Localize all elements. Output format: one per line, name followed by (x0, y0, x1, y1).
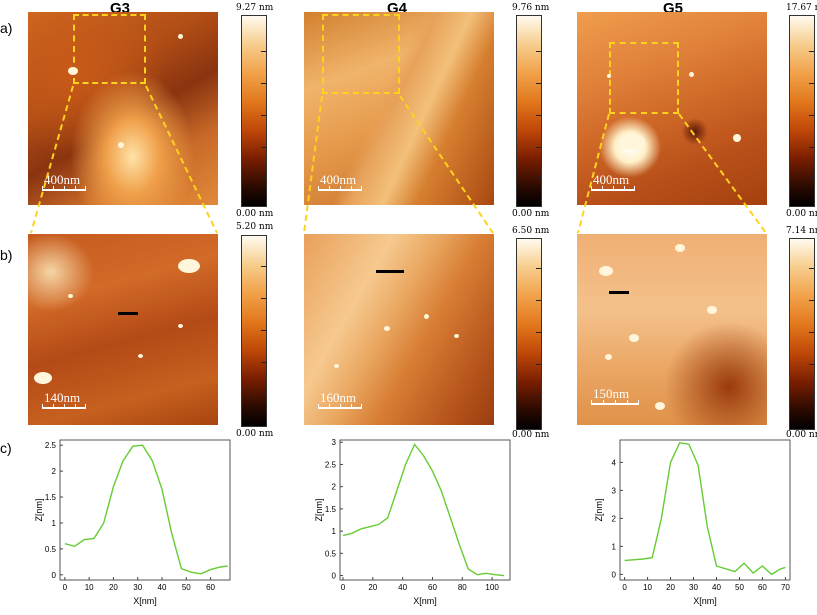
height-profile-chart-g4: 0 20 40 60 80 100 0 0.5 1 1.5 2 2.5 3 X[nm] Z[nm] (314, 438, 511, 606)
colorbar-min-g3-a: 0.00 nm (236, 209, 274, 219)
colorbar-max-g3-a: 9.27 nm (236, 3, 274, 13)
x-tick-label: 70 (781, 583, 790, 592)
x-tick-label: 20 (368, 583, 377, 592)
zoom-box-g4 (322, 14, 400, 94)
y-tick-label: 2.5 (45, 441, 57, 450)
colorbar-min-g4-b: 0.00 nm (512, 430, 550, 440)
x-axis-label: X[nm] (413, 596, 437, 606)
y-tick-label: 3 (332, 438, 337, 447)
y-tick-label: 4 (612, 458, 617, 467)
y-tick-label: 0.5 (45, 545, 57, 554)
x-tick-label: 30 (689, 583, 698, 592)
colorbar-max-g3-b: 5.20 nm (236, 222, 274, 232)
x-tick-label: 80 (458, 583, 467, 592)
colorbar-min-g4-a: 0.00 nm (512, 209, 550, 219)
afm-image-g3-a: 400nm (28, 12, 218, 205)
x-tick-label: 60 (206, 583, 215, 592)
x-tick-label: 20 (109, 583, 118, 592)
x-tick-label: 50 (182, 583, 191, 592)
y-tick-label: 2 (52, 467, 57, 476)
x-tick-label: 50 (735, 583, 744, 592)
zoom-box-g5 (609, 42, 679, 114)
profile-line (64, 444, 228, 575)
y-axis-label: Z[nm] (314, 498, 324, 521)
colorbar-g4-b (516, 238, 542, 430)
x-tick-label: 40 (158, 583, 167, 592)
y-tick-label: 0.5 (325, 549, 337, 558)
x-tick-label: 0 (341, 583, 346, 592)
x-tick-label: 100 (485, 583, 499, 592)
afm-image-g3-b: 140nm (28, 234, 218, 425)
y-tick-label: 0 (52, 571, 57, 580)
afm-image-g5-b: 150nm (577, 234, 767, 425)
colorbar-g3-b (241, 235, 267, 427)
profile-line (342, 443, 505, 577)
x-tick-label: 30 (133, 583, 142, 592)
y-tick-label: 2 (612, 514, 617, 523)
afm-image-g4-b: 160nm (304, 234, 494, 425)
zoom-box-g3 (73, 14, 146, 84)
colorbar-max-g5-b: 7.14 nm (786, 226, 817, 236)
y-tick-label: 2 (332, 483, 337, 492)
colorbar-g3-a (241, 15, 267, 207)
x-tick-label: 0 (63, 583, 68, 592)
height-profile-chart-g5: 0 10 20 30 40 50 60 70 0 1 2 3 4 X[nm] Z[nm] (594, 439, 791, 606)
y-tick-label: 1 (52, 519, 57, 528)
row-label-b: b) (0, 247, 13, 263)
afm-image-g5-a: 400nm (577, 12, 767, 205)
y-tick-label: 0 (332, 572, 337, 581)
x-tick-label: 10 (85, 583, 94, 592)
profile-marker-g4 (376, 270, 404, 273)
plot-frame (619, 439, 791, 581)
afm-image-g4-a: 400nm (304, 12, 494, 205)
colorbar-min-g3-b: 0.00 nm (236, 429, 274, 439)
profile-line (624, 442, 786, 576)
x-tick-label: 60 (758, 583, 767, 592)
x-tick-label: 0 (622, 583, 627, 592)
y-tick-label: 1 (612, 542, 617, 551)
profile-marker-g3 (118, 312, 138, 315)
colorbar-min-g5-a: 0.00 nm (786, 209, 817, 219)
height-profile-chart-g3: 0 10 20 30 40 50 60 0 0.5 1 1.5 2 2.5 X[nm] Z[nm] (34, 439, 231, 606)
colorbar-max-g4-a: 9.76 nm (512, 3, 550, 13)
profile-marker-g5 (609, 291, 629, 294)
y-tick-label: 1.5 (325, 505, 337, 514)
colorbar-min-g5-b: 0.00 nm (786, 430, 817, 440)
x-tick-label: 40 (398, 583, 407, 592)
plot-frame (339, 439, 511, 581)
x-tick-label: 20 (666, 583, 675, 592)
x-tick-label: 40 (712, 583, 721, 592)
colorbar-g5-b (789, 238, 815, 430)
colorbar-max-g4-b: 6.50 nm (512, 226, 550, 236)
colorbar-g5-a (789, 15, 815, 207)
plot-frame (59, 439, 231, 581)
colorbar-max-g5-a: 17.67 nm (786, 3, 817, 13)
zoom-connectors (30, 85, 767, 234)
y-axis-label: Z[nm] (34, 498, 44, 521)
x-axis-label: X[nm] (133, 596, 157, 606)
x-tick-label: 60 (428, 583, 437, 592)
y-tick-label: 0 (612, 570, 617, 579)
colorbar-g4-a (516, 15, 542, 207)
y-tick-label: 3 (612, 486, 617, 495)
y-tick-label: 2.5 (325, 460, 337, 469)
y-axis-label: Z[nm] (594, 498, 604, 521)
row-label-a: a) (0, 20, 13, 36)
x-axis-label: X[nm] (693, 596, 717, 606)
row-label-c: c) (0, 440, 12, 456)
y-tick-label: 1.5 (45, 493, 57, 502)
y-tick-label: 1 (332, 527, 337, 536)
x-tick-label: 10 (643, 583, 652, 592)
